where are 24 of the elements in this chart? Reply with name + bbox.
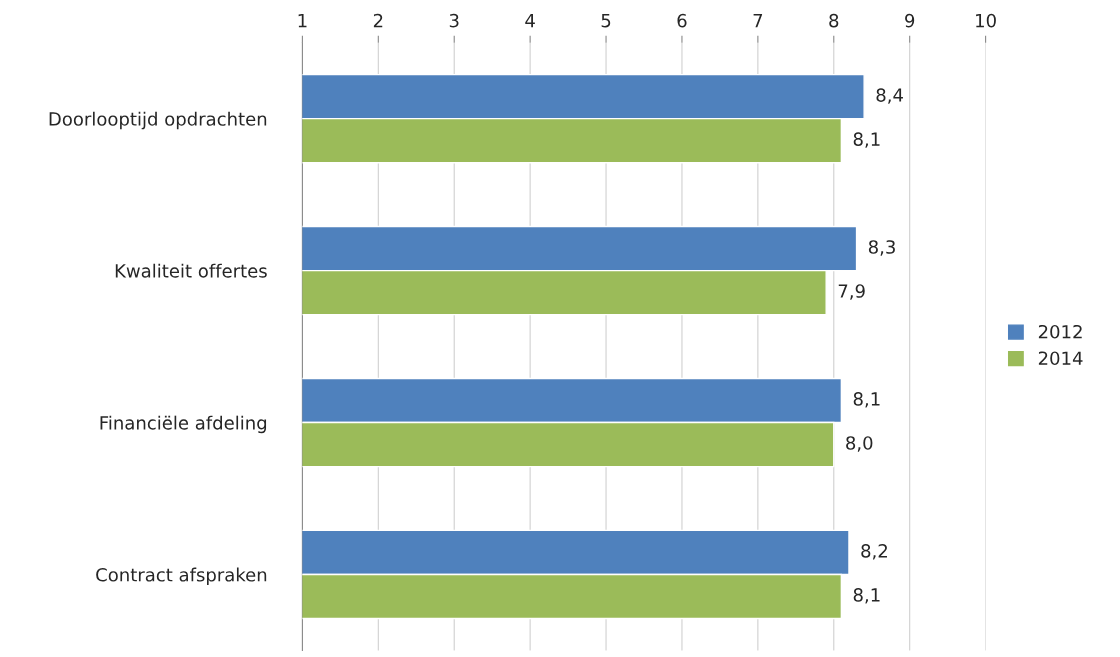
x-tick-label: 3 [449,13,459,28]
y-tick-label: Kwaliteit offertes [115,263,267,278]
legend-label: 2014 [1038,351,1083,366]
data-label: 8,1 [853,132,880,148]
data-label: 8,1 [853,392,880,408]
y-tick-label: Financiële afdeling [100,415,267,434]
data-label: 8,3 [868,240,895,256]
x-tick-label: 4 [525,13,535,28]
data-label: 8,1 [853,588,880,604]
data-label: 8,4 [876,88,903,104]
y-tick-label: Doorlooptijd opdrachten [49,111,267,130]
data-label: 8,0 [846,436,873,452]
data-label: 8,2 [861,544,887,560]
x-tick-label: 10 [976,13,996,28]
x-tick-label: 7 [753,13,763,28]
x-tick-label: 6 [677,13,687,28]
x-tick-label: 2 [373,13,383,28]
x-tick-label: 5 [601,13,611,28]
data-label: 7,9 [838,284,865,300]
x-tick-label: 1 [298,13,307,28]
x-tick-label: 9 [905,13,915,28]
legend-label: 2012 [1038,324,1082,339]
y-tick-label: Contract afspraken [96,567,267,586]
x-tick-label: 8 [829,13,839,28]
